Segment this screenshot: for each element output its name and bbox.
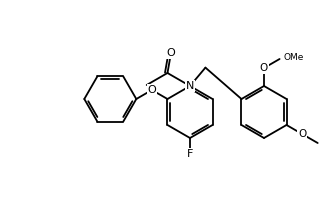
Text: O: O xyxy=(260,63,268,73)
Text: N: N xyxy=(186,81,194,91)
Text: OMe: OMe xyxy=(284,53,304,63)
Text: O: O xyxy=(148,85,156,95)
Text: O: O xyxy=(298,129,306,139)
Text: O: O xyxy=(167,48,175,58)
Text: F: F xyxy=(187,149,193,159)
